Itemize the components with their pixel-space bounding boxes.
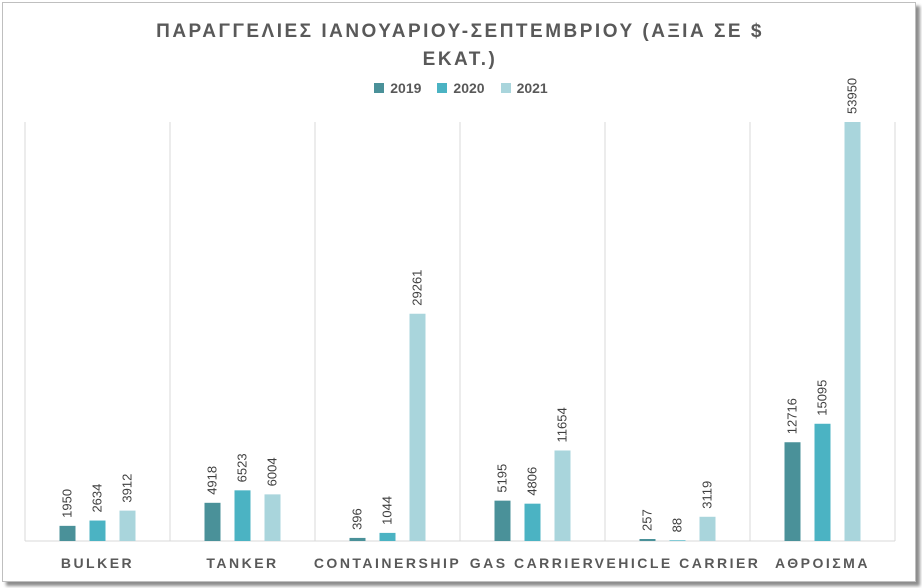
data-label: 1950 <box>60 489 75 518</box>
legend-item-2021: 2021 <box>500 80 548 96</box>
category-label: ΑΘΡΟΙΣΜΑ <box>775 555 870 571</box>
bar-2019 <box>59 525 76 541</box>
data-label: 6004 <box>265 457 280 486</box>
legend-label-2021: 2021 <box>516 80 548 96</box>
bar-2020 <box>89 520 106 541</box>
bar-2020 <box>669 540 686 541</box>
chart-title-line1: ΠΑΡΑΓΓΕΛΙΕΣ ΙΑΝΟΥΑΡΙΟΥ-ΣΕΠΤΕΜΒΡΙΟΥ (ΑΞΙΑ… <box>156 21 764 42</box>
bar-2019 <box>204 502 221 541</box>
data-label: 5195 <box>495 464 510 493</box>
bar-2020 <box>379 532 396 541</box>
data-label: 11654 <box>555 407 570 442</box>
legend-swatch-2019 <box>374 83 385 93</box>
legend-label-2020: 2020 <box>453 80 485 96</box>
bar-2019 <box>494 500 511 541</box>
bar-2020 <box>814 423 831 541</box>
data-label: 15095 <box>815 380 830 416</box>
bar-2019 <box>349 537 366 541</box>
legend-swatch-2020 <box>437 83 448 93</box>
data-label: 1044 <box>380 496 395 525</box>
bar-2021 <box>409 313 426 541</box>
bar-2020 <box>234 490 251 541</box>
category-label: GAS CARRIER <box>470 555 596 571</box>
bar-2019 <box>639 539 656 541</box>
bar-2021 <box>264 494 281 541</box>
data-label: 4806 <box>525 467 540 496</box>
bar-2021 <box>119 510 136 541</box>
category-label: BULKER <box>61 555 134 571</box>
data-label: 29261 <box>410 270 425 306</box>
legend-swatch-2021 <box>500 83 511 93</box>
data-label: 396 <box>350 508 365 530</box>
chart-frame <box>2 2 916 582</box>
bar-2021 <box>554 450 571 541</box>
data-label: 53950 <box>845 78 860 114</box>
data-label: 2634 <box>90 484 105 513</box>
bar-2021 <box>699 516 716 541</box>
legend-label-2019: 2019 <box>390 80 422 96</box>
category-label: CONTAINERSHIP <box>314 555 461 571</box>
bar-2021 <box>844 122 861 541</box>
data-label: 4918 <box>205 466 220 495</box>
data-label: 3119 <box>700 481 715 509</box>
data-label: 3912 <box>120 474 135 503</box>
bar-2020 <box>524 503 541 541</box>
legend-item-2020: 2020 <box>437 80 485 96</box>
data-label: 12716 <box>785 398 800 434</box>
category-label: TANKER <box>206 555 278 571</box>
chart-title: ΠΑΡΑΓΓΕΛΙΕΣ ΙΑΝΟΥΑΡΙΟΥ-ΣΕΠΤΕΜΒΡΙΟΥ (ΑΞΙΑ… <box>120 18 800 74</box>
chart-title-line2: ΕΚΑΤ.) <box>422 49 498 70</box>
data-label: 88 <box>670 518 685 532</box>
chart-legend: 2019 2020 2021 <box>0 80 922 96</box>
data-label: 257 <box>640 509 655 531</box>
category-label: VEHICLE CARRIER <box>595 555 761 571</box>
bar-2019 <box>784 442 801 541</box>
data-label: 6523 <box>235 453 250 482</box>
legend-item-2019: 2019 <box>374 80 421 96</box>
